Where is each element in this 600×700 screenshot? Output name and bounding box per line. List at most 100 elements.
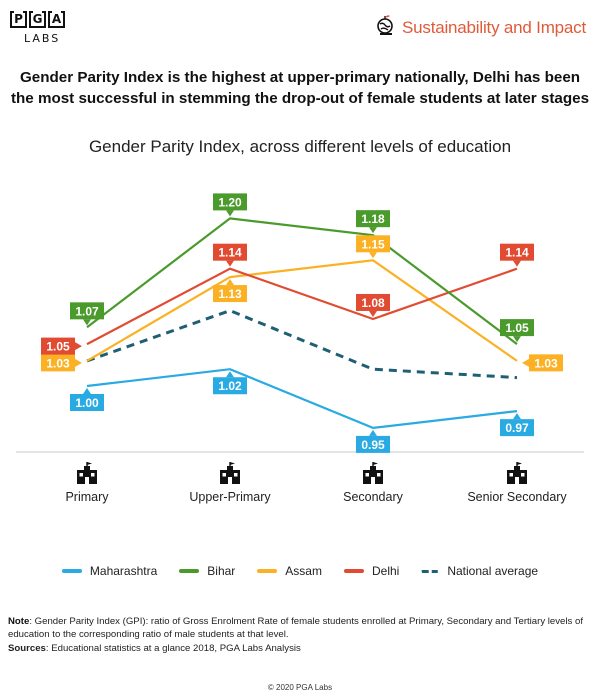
data-label-box (356, 293, 390, 311)
data-label-bihar: 1.20 (213, 193, 247, 217)
school-building-icon (507, 462, 527, 484)
line-chart: 1.00 1.02 0.95 0.97 1.07 1.20 1.18 1.05 1.03 1.13… (16, 193, 584, 504)
data-label-bihar: 1.18 (356, 210, 390, 234)
legend-swatch (421, 569, 440, 573)
data-label-text: 1.05 (505, 321, 529, 335)
headline-line-1: Gender Parity Index is the highest at up… (19, 69, 581, 86)
legend-swatch (61, 569, 82, 573)
category-label-upper-primary: Upper-Primary (189, 490, 271, 504)
data-label-text: 1.14 (505, 246, 529, 260)
chart-title: Gender Parity Index, across different le… (88, 137, 512, 156)
data-label-box (213, 243, 247, 261)
data-label-box (213, 285, 247, 303)
school-building-icon (77, 462, 97, 484)
data-label-pointer (75, 358, 82, 367)
pga-labs-logo: P G A LABS (10, 11, 76, 45)
legend-label: Maharashtra (89, 564, 158, 578)
data-label-assam: 1.13 (213, 279, 247, 303)
data-label-box (70, 302, 104, 320)
school-building-icon (220, 462, 240, 484)
data-label-pointer (522, 358, 529, 367)
series-line-assam (86, 259, 518, 362)
data-label-delhi: 1.08 (356, 293, 390, 317)
legend-item-bihar: Bihar (179, 564, 235, 578)
sources-text: : Educational statistics at a glance 201… (45, 643, 301, 654)
data-label-box (213, 377, 247, 395)
series-line-bihar (86, 217, 518, 345)
series-line-maharashtra (86, 368, 518, 430)
data-label-text: 1.05 (46, 340, 70, 354)
legend-label: National average (447, 564, 539, 578)
data-label-assam: 1.03 (522, 354, 563, 372)
data-label-box (500, 243, 534, 261)
data-label-box (356, 210, 390, 228)
data-label-bihar: 1.05 (500, 319, 534, 343)
data-label-delhi: 1.14 (500, 243, 534, 267)
data-label-text: 1.08 (361, 296, 385, 310)
logo-letter: P (10, 11, 27, 28)
legend-item-national-average: National average (421, 564, 538, 578)
legend-swatch (179, 569, 200, 573)
data-label-pointer (513, 260, 521, 267)
headline-line-2: the most successful in stemming the drop… (10, 90, 590, 107)
data-label-box (529, 354, 563, 372)
data-label-box (500, 319, 534, 337)
data-label-text: 1.14 (218, 246, 242, 260)
copyright: © 2020 PGA Labs (267, 683, 333, 692)
data-label-pointer (83, 319, 91, 326)
data-label-text: 1.02 (218, 379, 242, 393)
data-label-maharashtra: 0.97 (500, 413, 534, 437)
data-label-maharashtra: 1.02 (213, 371, 247, 395)
legend-label: Assam (285, 564, 322, 578)
data-label-maharashtra: 0.95 (356, 429, 390, 453)
legend: Maharashtra Bihar Assam Delhi National avera… (0, 564, 600, 578)
note-text: : Gender Parity Index (GPI): ratio of Gr… (8, 616, 583, 640)
headline: Gender Parity Index is the highest at up… (0, 67, 600, 109)
data-label-pointer (226, 260, 234, 267)
globe-plant-icon (376, 14, 396, 41)
data-label-text: 1.03 (534, 356, 558, 370)
data-label-pointer (369, 252, 377, 259)
data-label-text: 1.07 (75, 304, 99, 318)
category-label-primary: Primary (65, 490, 109, 504)
note-label: Note (8, 616, 30, 627)
data-label-bihar: 1.07 (70, 302, 104, 326)
data-label-pointer (513, 336, 521, 343)
data-label-pointer (83, 388, 91, 394)
school-building-icon (363, 462, 383, 484)
data-label-box (356, 235, 390, 253)
series-line-national-average (86, 308, 518, 380)
data-label-text: 1.13 (218, 287, 242, 301)
x-axis-categories: Primary Upper-Primary Secondary Senior Seco… (65, 462, 567, 504)
data-label-pointer (226, 279, 234, 286)
data-label-box (70, 394, 104, 411)
data-label-assam: 1.15 (356, 235, 390, 259)
category-label-secondary: Secondary (343, 490, 404, 504)
data-label-pointer (75, 342, 82, 351)
data-label-pointer (369, 429, 377, 436)
data-label-text: 1.15 (361, 237, 385, 251)
series-line-delhi (86, 267, 518, 346)
sources-label: Sources (8, 643, 46, 654)
note: Note: Gender Parity Index (GPI): ratio o… (8, 615, 588, 641)
logo-letter: A (48, 11, 65, 28)
sources: Sources: Educational statistics at a gla… (8, 643, 301, 654)
data-label-text: 0.97 (505, 421, 529, 435)
series-layer (86, 217, 518, 430)
data-label-delhi: 1.05 (41, 337, 82, 355)
legend-label: Delhi (371, 564, 400, 578)
legend-item-delhi: Delhi (343, 564, 400, 578)
data-label-box (356, 435, 390, 453)
data-label-box (500, 419, 534, 437)
data-label-text: 1.20 (218, 195, 242, 209)
legend-item-assam: Assam (257, 564, 322, 578)
logo-letter: G (29, 11, 46, 28)
data-label-pointer (369, 310, 377, 317)
legend-swatch (343, 569, 364, 573)
data-label-delhi: 1.14 (213, 243, 247, 267)
legend-label: Bihar (207, 564, 236, 578)
data-label-text: 1.00 (75, 396, 99, 410)
data-label-text: 0.95 (361, 438, 385, 452)
legend-item-maharashtra: Maharashtra (61, 564, 158, 578)
data-label-box (213, 193, 247, 211)
